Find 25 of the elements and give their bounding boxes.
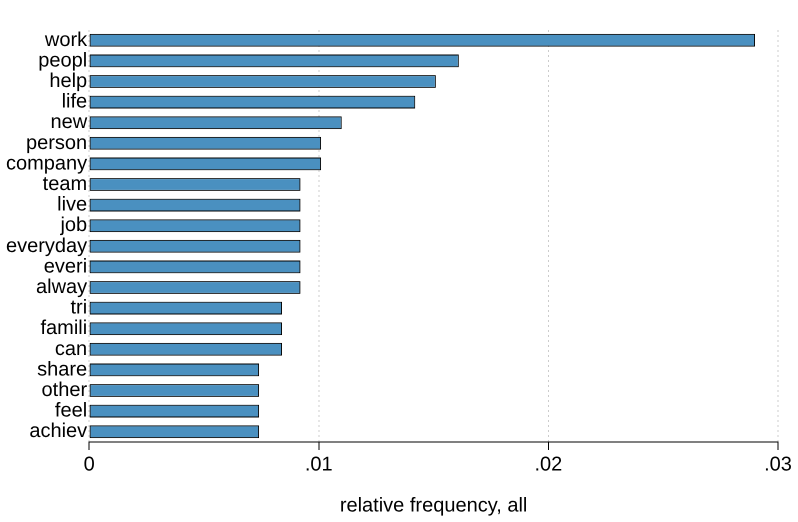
y-tick-label: can	[54, 338, 88, 360]
x-tick-label: .03	[764, 454, 792, 476]
y-tick-label: famili	[40, 317, 88, 340]
y-tick-label: new	[50, 111, 88, 134]
x-axis-title: relative frequency, all	[340, 494, 528, 517]
y-tick-label: everi	[44, 255, 88, 278]
y-tick-label: other	[42, 379, 88, 402]
y-tick-label: achiev	[29, 420, 88, 442]
y-tick-label: job	[59, 214, 88, 236]
y-tick-label: tri	[70, 296, 88, 319]
y-tick-label: team	[42, 173, 88, 196]
x-tick-label: .01	[304, 454, 333, 476]
y-tick-label: work	[44, 28, 88, 51]
y-tick-label: peopl	[38, 49, 88, 72]
y-tick-label: share	[37, 358, 88, 380]
y-tick-label: live	[57, 194, 88, 216]
y-tick-label: company	[6, 152, 88, 174]
y-tick-label: help	[49, 70, 88, 92]
y-tick-label: alway	[36, 276, 88, 298]
x-tick-label: .02	[534, 454, 562, 476]
y-tick-label: everyday	[6, 234, 88, 257]
y-tick-label: life	[62, 90, 88, 113]
y-tick-label: person	[26, 132, 88, 154]
y-tick-label: feel	[54, 400, 88, 422]
x-tick-label: 0	[84, 454, 95, 476]
